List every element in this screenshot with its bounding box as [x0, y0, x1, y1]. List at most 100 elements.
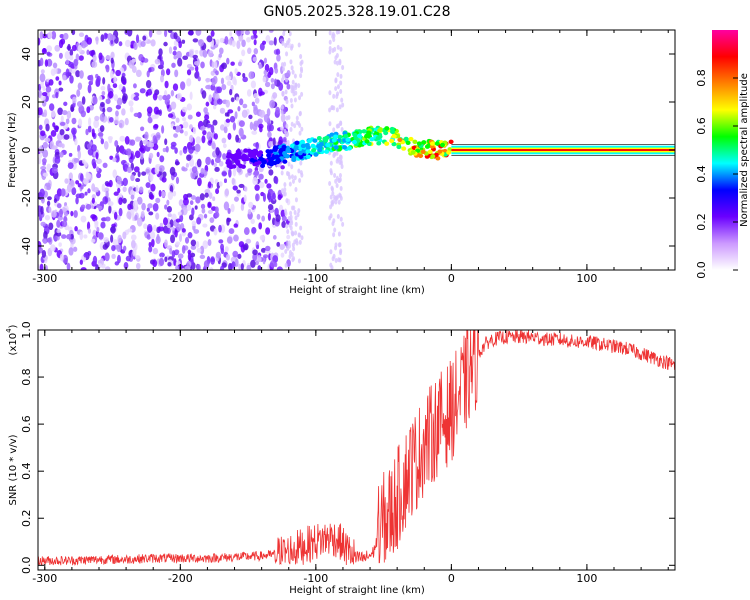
spectrogram-cell [178, 40, 182, 49]
spectrogram-cell [63, 101, 68, 107]
spectrogram-signal-blob [274, 154, 280, 159]
spectrogram-cell [181, 106, 188, 113]
spectrogram-cell [175, 265, 179, 270]
spectrogram-cell [233, 234, 239, 242]
spectrogram-cell [241, 109, 248, 118]
spectrogram-cell [238, 263, 242, 270]
spectrogram-cell [189, 134, 194, 143]
spectrogram-cell [202, 49, 208, 58]
spectrogram-signal-blob [282, 159, 288, 164]
spectrogram-cell [290, 220, 294, 226]
spectrogram-cell [275, 48, 281, 56]
spectrogram-cell [63, 32, 69, 40]
spectrogram-cell [165, 145, 169, 153]
spectrogram-cell [341, 221, 345, 227]
spectrogram-cell [284, 248, 288, 254]
spectrogram-cell [124, 135, 130, 145]
spectrogram-cell [134, 214, 138, 221]
spectrogram-cell [42, 172, 49, 177]
spectrogram-cell [333, 59, 337, 65]
spectrogram-cell [338, 242, 342, 248]
spectrogram-cell [293, 97, 297, 103]
colorbar-gradient [712, 30, 738, 270]
spectrogram-cell [133, 96, 140, 101]
spectrogram-cell [138, 53, 144, 62]
spectrogram-cell [71, 127, 77, 135]
spectrogram-cell [261, 215, 265, 222]
spectrogram-cell [102, 162, 108, 169]
spectrogram-cell [191, 207, 195, 217]
spectrogram-cell [207, 201, 212, 209]
spectrogram-cell [112, 83, 118, 89]
spectrogram-cell [192, 126, 197, 135]
spectrogram-cell [289, 210, 293, 216]
spectrogram-cell [70, 106, 75, 112]
spectrogram-cell [328, 121, 332, 127]
spectrogram-cell [297, 208, 301, 214]
spectrogram-cell [117, 254, 121, 264]
spectrogram-cell [168, 46, 173, 54]
spectrogram-cell [220, 247, 225, 255]
spectrogram-cell [48, 79, 54, 86]
spectrogram-cell [214, 166, 220, 172]
spectrogram-cell [110, 34, 116, 41]
spectrogram-cell [97, 132, 104, 137]
spectrogram-cell [135, 34, 140, 44]
spectrogram-cell [290, 164, 294, 170]
spectrogram-cell [268, 169, 274, 176]
spectrogram-cell [113, 191, 119, 196]
spectrogram-cell [39, 73, 46, 83]
spectrogram-cell [273, 78, 278, 87]
spectrogram-cell [235, 258, 239, 268]
spectrogram-signal-blob [357, 133, 363, 139]
spectrogram-cell [60, 188, 66, 197]
spectrogram-signal-blob [325, 142, 331, 148]
spectrogram-cell [329, 249, 333, 255]
x-tick-label: -100 [303, 272, 328, 285]
spectrogram-cell [332, 93, 336, 99]
spectrogram-cell [79, 231, 84, 241]
snr-y-multiplier: (x104) [5, 324, 19, 355]
spectrogram-cell [145, 91, 149, 97]
spectrogram-signal-blob [331, 138, 337, 143]
spectrogram-cell [294, 197, 298, 203]
spectrogram-cell [46, 58, 53, 67]
spectrogram-cell [97, 205, 103, 210]
spectrogram-signal-blob [403, 136, 409, 142]
spectrogram-cell [69, 49, 74, 56]
spectrogram-cell [218, 53, 223, 58]
spectrogram-signal-blob [421, 140, 427, 145]
spectrogram-cell [210, 30, 215, 37]
spectrogram-cell [334, 258, 338, 264]
spectrogram-cell [122, 231, 127, 240]
spectrogram-cell [71, 44, 77, 52]
spectrogram-signal-blob [369, 136, 375, 142]
spectrogram-cell [205, 156, 211, 166]
spectrogram-cell [58, 52, 63, 59]
spectrogram-signal-blob [310, 143, 316, 149]
snr-plot-area [38, 330, 675, 570]
spectrogram-cell [215, 251, 222, 259]
spectrogram-cell [96, 159, 103, 164]
spectrogram-cell [298, 95, 302, 101]
spectrogram-cell [133, 83, 137, 89]
spectrogram-cell [188, 50, 194, 58]
snr-y-multiplier-exp: 4 [5, 328, 13, 333]
spectrogram-cell [230, 61, 235, 66]
spectrogram-cell [292, 256, 296, 262]
spectrogram-signal-blob [297, 150, 303, 156]
spectrogram-cell [71, 68, 77, 74]
spectrogram-cell [118, 197, 123, 205]
spectrogram-cell [41, 92, 48, 97]
spectrogram-cell [208, 192, 213, 199]
spectrogram-cell [173, 46, 177, 51]
spectrogram-cell [225, 99, 230, 108]
spectrogram-cell [38, 157, 42, 165]
spectrogram-cell [52, 62, 58, 69]
spectrogram-cell [159, 252, 165, 258]
spectrogram-cell [98, 95, 103, 101]
spectrogram-cell [247, 168, 253, 173]
spectrogram-cell [90, 74, 94, 84]
spectrogram-cell [274, 262, 278, 268]
